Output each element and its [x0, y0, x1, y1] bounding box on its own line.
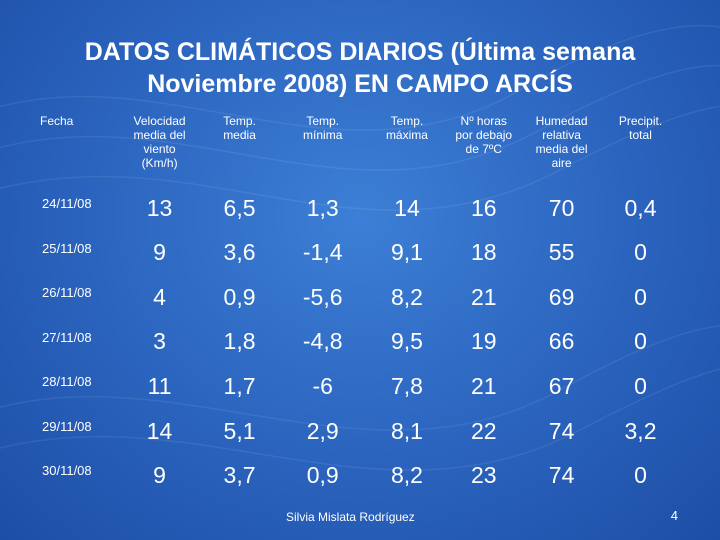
- author-footer: Silvia Mislata Rodríguez: [286, 510, 415, 524]
- table-row: 28/11/08 11 1,7 -6 7,8 21 67 0: [38, 364, 680, 409]
- value-cell: 18: [470, 239, 497, 266]
- value-cell: 3: [153, 328, 166, 355]
- column-header: Temp. media: [202, 112, 277, 186]
- value-cell: 22: [470, 417, 497, 444]
- column-header: Velocidad media del viento (Km/h): [117, 112, 202, 186]
- value-cell: 23: [470, 462, 497, 489]
- column-header: Temp. mínima: [277, 112, 369, 186]
- value-cell: 1,8: [223, 328, 256, 355]
- value-cell: 13: [146, 194, 173, 221]
- column-header: Nº horas por debajo de 7ºC: [445, 112, 522, 186]
- column-header-line: por debajo: [455, 128, 513, 142]
- column-header-line: viento: [143, 142, 176, 156]
- page-number: 4: [670, 508, 678, 523]
- value-cell: 19: [470, 328, 497, 355]
- column-header-line: Precipit.: [618, 114, 663, 128]
- value-cell: 0: [634, 328, 647, 355]
- table-row: 24/11/08 13 6,5 1,3 14 16 70 0,4: [38, 186, 680, 231]
- date-cell: 24/11/08: [42, 196, 92, 211]
- column-header-line: media del: [535, 142, 588, 156]
- value-cell: 8,2: [390, 462, 423, 489]
- value-cell: 74: [548, 417, 575, 444]
- column-header-line: total: [629, 128, 652, 142]
- column-header-line: (Km/h): [141, 156, 178, 170]
- value-cell: 74: [548, 462, 575, 489]
- value-cell: 21: [470, 283, 497, 310]
- title-line-1: DATOS CLIMÁTICOS DIARIOS (Última semana: [84, 38, 636, 66]
- table-header-row: Fecha Velocidad media del viento (Km/h) Temp.…: [38, 112, 680, 186]
- column-header-line: media del: [133, 128, 186, 142]
- value-cell: 3,7: [223, 462, 256, 489]
- value-cell: 0: [634, 239, 647, 266]
- column-header-line: Nº horas: [460, 114, 507, 128]
- value-cell: 0: [634, 373, 647, 400]
- value-cell: 55: [548, 239, 575, 266]
- value-cell: 70: [548, 194, 575, 221]
- value-cell: 67: [548, 373, 575, 400]
- column-header-line: Fecha: [40, 114, 74, 128]
- value-cell: 0,4: [624, 194, 657, 221]
- column-header: Fecha: [38, 112, 117, 186]
- value-cell: 3,2: [624, 417, 657, 444]
- table-row: 25/11/08 9 3,6 -1,4 9,1 18 55 0: [38, 231, 680, 276]
- column-header-line: Temp.: [306, 114, 340, 128]
- date-cell: 29/11/08: [42, 418, 92, 434]
- value-cell: 21: [470, 373, 497, 400]
- column-header: Temp. máxima: [369, 112, 446, 186]
- table-row: 29/11/08 14 5,1 2,9 8,1 22 74 3,2: [38, 409, 680, 454]
- column-header-line: mínima: [303, 128, 343, 142]
- value-cell: 16: [470, 194, 497, 221]
- value-cell: 2,9: [306, 417, 339, 444]
- value-cell: 14: [394, 194, 420, 221]
- value-cell: 14: [146, 417, 173, 444]
- value-cell: 9: [153, 239, 166, 266]
- value-cell: 0,9: [223, 283, 256, 310]
- value-cell: 4: [153, 283, 166, 310]
- date-cell: 27/11/08: [42, 329, 92, 345]
- slide-title: DATOS CLIMÁTICOS DIARIOS (Última semana …: [20, 36, 700, 100]
- table-body: 24/11/08 13 6,5 1,3 14 16 70 0,4 25/11/08 9 3,6 -1,…: [38, 186, 680, 498]
- value-cell: 6,5: [223, 194, 256, 221]
- date-cell: 25/11/08: [42, 240, 92, 256]
- value-cell: 9: [153, 462, 166, 489]
- column-header-line: Temp.: [223, 114, 256, 128]
- column-header: Humedad relativa media del aire: [522, 112, 601, 186]
- value-cell: 11: [147, 373, 172, 400]
- column-header-line: Temp.: [390, 114, 424, 128]
- table-row: 26/11/08 4 0,9 -5,6 8,2 21 69 0: [38, 275, 680, 320]
- table-row: 27/11/08 3 1,8 -4,8 9,5 19 66 0: [38, 320, 680, 365]
- column-header-line: máxima: [385, 128, 428, 142]
- value-cell: -1,4: [302, 239, 343, 266]
- date-cell: 30/11/08: [42, 463, 92, 479]
- column-header-line: media: [223, 128, 256, 142]
- value-cell: -6: [312, 373, 333, 400]
- value-cell: -5,6: [302, 283, 343, 310]
- title-line-2: Noviembre 2008) EN CAMPO ARCÍS: [147, 70, 573, 98]
- value-cell: 0: [634, 462, 647, 489]
- column-header: Precipit. total: [601, 112, 680, 186]
- value-cell: 66: [548, 328, 575, 355]
- column-header-line: Velocidad: [133, 114, 186, 128]
- value-cell: -4,8: [302, 328, 343, 355]
- value-cell: 1,7: [223, 373, 256, 400]
- value-cell: 7,8: [390, 373, 423, 400]
- climate-data-table: Fecha Velocidad media del viento (Km/h) Temp.…: [38, 112, 680, 498]
- value-cell: 9,5: [390, 328, 423, 355]
- column-header-line: aire: [551, 156, 572, 170]
- value-cell: 0: [634, 283, 647, 310]
- date-cell: 26/11/08: [42, 285, 92, 301]
- value-cell: 69: [548, 283, 575, 310]
- value-cell: 1,3: [306, 194, 339, 221]
- date-cell: 28/11/08: [42, 374, 92, 390]
- column-header-line: Humedad: [535, 114, 588, 128]
- table-row: 30/11/08 9 3,7 0,9 8,2 23 74 0: [38, 453, 680, 498]
- value-cell: 8,2: [390, 283, 423, 310]
- column-header-line: de 7ºC: [465, 142, 502, 156]
- column-header-line: relativa: [542, 128, 581, 142]
- value-cell: 0,9: [306, 462, 339, 489]
- value-cell: 5,1: [223, 417, 256, 444]
- value-cell: 8,1: [390, 417, 423, 444]
- value-cell: 9,1: [390, 239, 423, 266]
- value-cell: 3,6: [223, 239, 256, 266]
